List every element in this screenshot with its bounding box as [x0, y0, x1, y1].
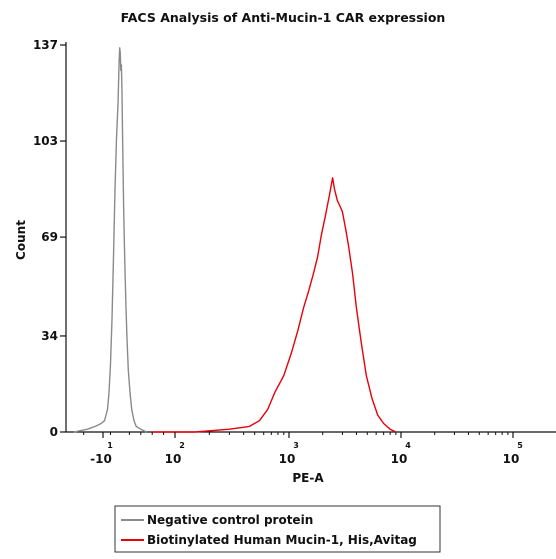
x-tick-label: 10 [279, 452, 296, 466]
y-axis-ticks: 0 34 69 103 137 [33, 38, 66, 439]
x-tick-exponent: 2 [179, 441, 185, 450]
y-axis-label: Count [14, 220, 28, 260]
x-tick-exponent: 4 [405, 441, 411, 450]
legend: Negative control protein Biotinylated Hu… [114, 505, 441, 553]
x-tick-label: 10 [503, 452, 520, 466]
series-line-1 [152, 177, 397, 433]
x-axis-label: PE-A [292, 471, 324, 485]
x-axis-ticks: -10 1 10 2 10 3 10 4 10 5 [83, 432, 523, 466]
series-line-0 [73, 47, 147, 433]
plot-area [65, 42, 556, 433]
y-tick-label: 0 [50, 425, 58, 439]
chart-title: FACS Analysis of Anti-Mucin-1 CAR expres… [121, 10, 446, 25]
x-tick-exponent: 5 [517, 441, 523, 450]
y-tick-label: 34 [41, 329, 58, 343]
legend-box [114, 505, 441, 553]
x-tick-exponent: 3 [293, 441, 299, 450]
x-tick-exponent: 1 [107, 441, 113, 450]
x-tick-label: 10 [391, 452, 408, 466]
y-tick-label: 69 [41, 230, 58, 244]
x-tick-label: -10 [90, 452, 112, 466]
legend-entry-mucin-1: Biotinylated Human Mucin-1, His,Avitag [147, 533, 417, 547]
legend-entry-negative-control: Negative control protein [147, 513, 313, 527]
y-tick-label: 103 [33, 134, 58, 148]
y-tick-label: 137 [33, 38, 58, 52]
x-tick-label: 10 [165, 452, 182, 466]
